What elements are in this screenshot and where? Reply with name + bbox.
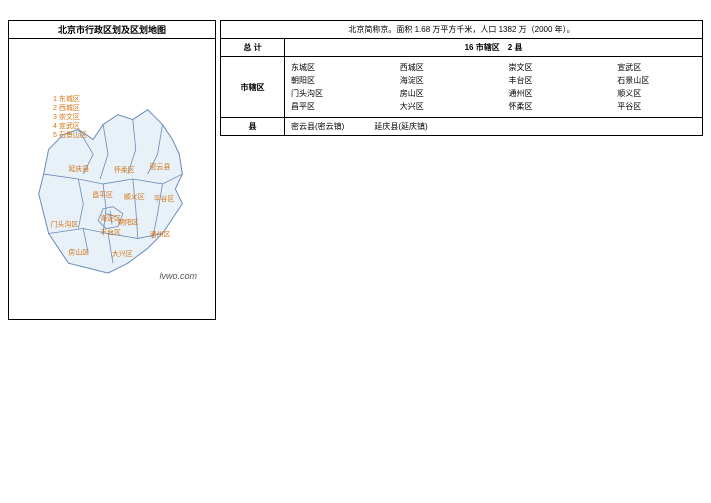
district-item: 东城区 <box>291 62 370 73</box>
district-item: 房山区 <box>400 88 479 99</box>
district-item: 朝阳区 <box>291 75 370 86</box>
county-item: 密云县(密云镇) <box>291 121 344 132</box>
counties-cell: 密云县(密云镇) 延庆县(延庆镇) <box>285 118 703 136</box>
district-item: 大兴区 <box>400 101 479 112</box>
map-legend: 1 东城区2 西城区3 崇文区4 宣武区5 石景山区 <box>53 95 87 140</box>
legend-item: 1 东城区 <box>53 95 87 104</box>
legend-item: 2 西城区 <box>53 104 87 113</box>
districts-row: 市辖区 东城区 西城区 崇文区 宣武区朝阳区 海淀区 丰台区 石景山区门头沟区 房山区 通州区 顺… <box>221 57 703 118</box>
description-cell: 北京简称京。面积 1.68 万平方千米，人口 1382 万（2000 年）。 <box>221 21 703 39</box>
watermark: lvwo.com <box>159 271 197 281</box>
district-item: 西城区 <box>400 62 479 73</box>
map-region-label: 朝阳区 <box>118 218 139 227</box>
district-item: 平谷区 <box>617 101 696 112</box>
district-item: 昌平区 <box>291 101 370 112</box>
map-region-label: 丰台区 <box>100 227 121 236</box>
legend-item: 5 石景山区 <box>53 131 87 140</box>
info-table: 北京简称京。面积 1.68 万平方千米，人口 1382 万（2000 年）。 总… <box>220 20 703 136</box>
district-item: 宣武区 <box>617 62 696 73</box>
legend-item: 3 崇文区 <box>53 113 87 122</box>
map-region-label: 门头沟区 <box>51 220 79 229</box>
map-region-label: 大兴区 <box>112 249 133 258</box>
map-region-label: 怀柔区 <box>114 165 135 174</box>
legend-item: 4 宣武区 <box>53 122 87 131</box>
summary-value: 16 市辖区 2 县 <box>285 39 703 57</box>
map-region-label: 密云县 <box>150 162 171 171</box>
description-row: 北京简称京。面积 1.68 万平方千米，人口 1382 万（2000 年）。 <box>221 21 703 39</box>
map-region-label: 昌平区 <box>92 191 113 199</box>
summary-row: 总 计 16 市辖区 2 县 <box>221 39 703 57</box>
district-item: 通州区 <box>509 88 588 99</box>
summary-label: 总 计 <box>221 39 285 57</box>
right-panel: 北京简称京。面积 1.68 万平方千米，人口 1382 万（2000 年）。 总… <box>220 20 703 136</box>
map-region-label: 通州区 <box>150 229 171 238</box>
district-item: 怀柔区 <box>509 101 588 112</box>
county-item: 延庆县(延庆镇) <box>374 121 427 132</box>
districts-label: 市辖区 <box>221 57 285 118</box>
map-region-label: 延庆县 <box>68 164 89 173</box>
map-container: 1 东城区2 西城区3 崇文区4 宣武区5 石景山区 延庆县 怀柔区 密云县昌平区 顺… <box>9 39 215 319</box>
district-item: 丰台区 <box>509 75 588 86</box>
left-panel: 北京市行政区划及区划地图 1 东城区2 西城区3 崇文区4 宣武区5 石景山区 … <box>8 20 216 320</box>
counties-row: 县 密云县(密云镇) 延庆县(延庆镇) <box>221 118 703 136</box>
district-item: 门头沟区 <box>291 88 370 99</box>
district-item: 崇文区 <box>509 62 588 73</box>
main-layout: 北京市行政区划及区划地图 1 东城区2 西城区3 崇文区4 宣武区5 石景山区 … <box>8 20 703 320</box>
counties-label: 县 <box>221 118 285 136</box>
district-item: 顺义区 <box>617 88 696 99</box>
map-region-label: 房山区 <box>68 247 89 256</box>
panel-title: 北京市行政区划及区划地图 <box>9 21 215 39</box>
map-region-label: 平谷区 <box>154 194 175 203</box>
districts-cell: 东城区 西城区 崇文区 宣武区朝阳区 海淀区 丰台区 石景山区门头沟区 房山区 通州区 顺义区昌平… <box>285 57 703 118</box>
map-region-label: 顺义区 <box>124 193 145 201</box>
district-item: 海淀区 <box>400 75 479 86</box>
district-item: 石景山区 <box>617 75 696 86</box>
